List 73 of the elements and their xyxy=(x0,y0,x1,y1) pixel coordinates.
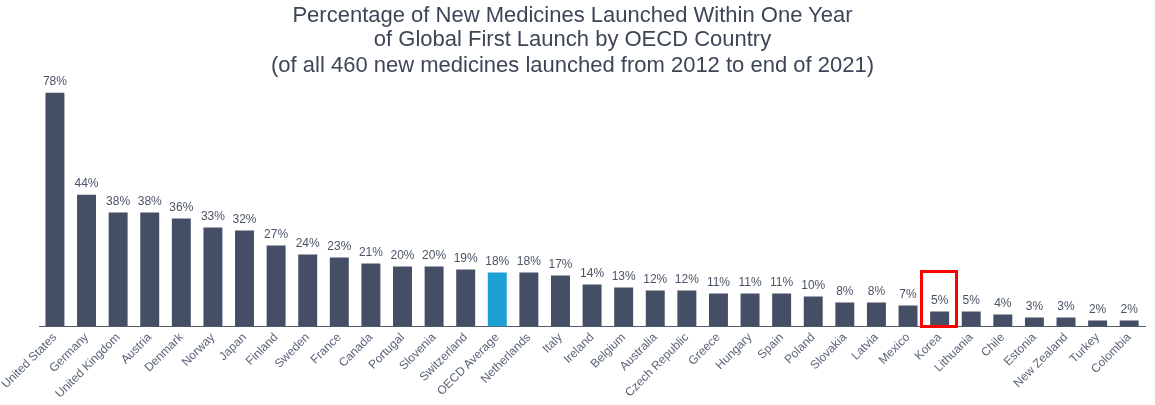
bar xyxy=(45,92,65,327)
data-label: 5% xyxy=(962,292,981,307)
data-label: 7% xyxy=(899,286,918,301)
data-label: 2% xyxy=(1120,301,1139,316)
bar xyxy=(77,194,97,327)
data-label: 8% xyxy=(836,283,854,298)
bar xyxy=(456,269,476,327)
chart-title: Percentage of New Medicines Launched Within One Year of Global First Launch by OECD Country xyxy=(292,2,853,52)
data-label: 3% xyxy=(1057,298,1076,313)
bar xyxy=(708,293,728,327)
data-label: 36% xyxy=(169,199,194,214)
data-label: 38% xyxy=(137,193,163,208)
data-label: 20% xyxy=(422,247,447,262)
bar xyxy=(519,272,539,327)
bar xyxy=(898,305,918,327)
data-label: 27% xyxy=(264,226,289,241)
data-label: 11% xyxy=(738,274,762,289)
bar xyxy=(1024,317,1044,327)
data-label: 4% xyxy=(994,295,1012,310)
bar xyxy=(1119,320,1139,327)
data-label: 20% xyxy=(390,247,415,262)
bar xyxy=(140,212,160,327)
data-label: 5% xyxy=(930,292,949,307)
data-label: 17% xyxy=(548,256,573,271)
data-label: 12% xyxy=(674,271,700,286)
data-label: 33% xyxy=(200,208,226,223)
data-label: 19% xyxy=(453,250,479,265)
bar xyxy=(393,266,412,327)
data-label: 10% xyxy=(801,277,826,292)
bar xyxy=(235,230,254,327)
data-label: 12% xyxy=(643,271,668,286)
bar xyxy=(993,314,1013,327)
data-label: 8% xyxy=(867,283,886,298)
data-label: 13% xyxy=(611,268,636,283)
bar xyxy=(298,254,318,327)
bar xyxy=(424,266,444,327)
bar xyxy=(108,212,128,327)
data-label: 44% xyxy=(74,175,99,190)
bar xyxy=(835,302,855,327)
data-label: 21% xyxy=(358,244,384,259)
data-label: 14% xyxy=(580,265,605,280)
data-label: 2% xyxy=(1088,301,1107,316)
bar xyxy=(203,227,223,327)
bar xyxy=(582,284,602,327)
chart-subtitle: (of all 460 new medicines launched from 2012 to end of 2021) xyxy=(271,51,874,77)
data-label: 78% xyxy=(42,74,68,89)
bar xyxy=(677,290,697,327)
bar xyxy=(329,257,349,327)
bar xyxy=(961,311,981,327)
data-label: 18% xyxy=(485,253,510,268)
bar xyxy=(361,263,381,327)
bar xyxy=(645,290,665,327)
data-label: 18% xyxy=(516,253,542,268)
bar xyxy=(930,311,950,327)
data-label: 11% xyxy=(706,274,731,289)
bar xyxy=(866,302,886,327)
bar xyxy=(1088,320,1108,327)
bar xyxy=(614,287,634,327)
bar xyxy=(1056,317,1076,327)
data-label: 24% xyxy=(295,235,321,250)
data-label: 23% xyxy=(327,238,352,253)
x-tick-label: Italy xyxy=(539,330,565,356)
bar xyxy=(266,245,286,327)
data-label: 11% xyxy=(770,274,794,289)
data-label: 3% xyxy=(1025,298,1044,313)
data-label: 32% xyxy=(232,211,257,226)
bar xyxy=(551,275,570,327)
bar xyxy=(487,272,507,327)
bar xyxy=(740,293,760,327)
bar xyxy=(171,218,191,327)
bar xyxy=(772,293,792,327)
data-label: 38% xyxy=(106,193,131,208)
bar xyxy=(803,296,823,327)
